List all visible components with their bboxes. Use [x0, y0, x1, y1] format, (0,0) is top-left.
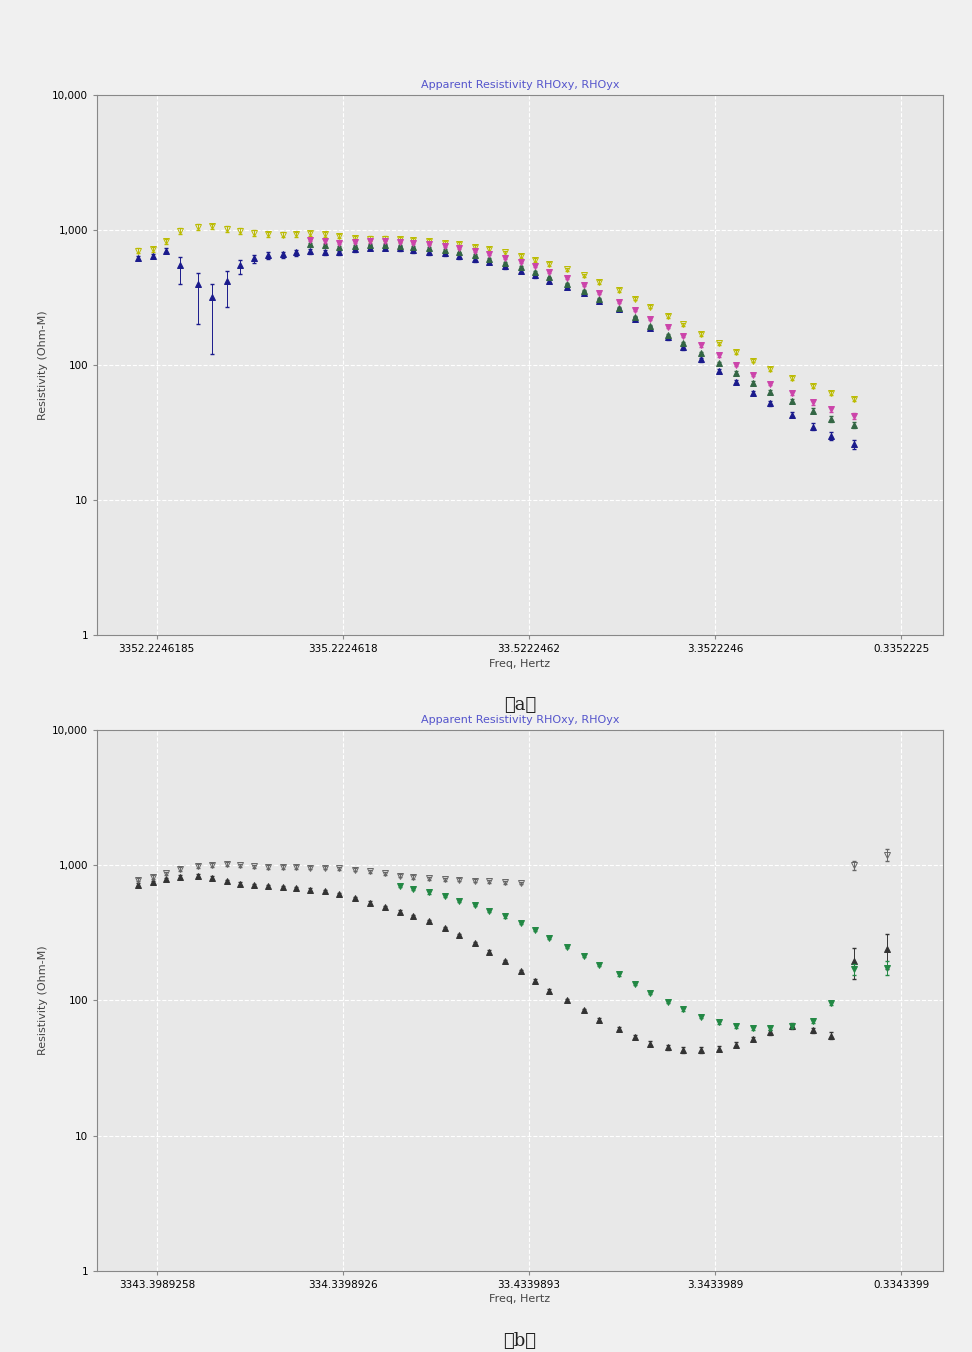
- Text: （a）: （a）: [503, 696, 537, 714]
- X-axis label: Freq, Hertz: Freq, Hertz: [490, 658, 550, 669]
- Title: Apparent Resistivity RHOxy, RHOyx: Apparent Resistivity RHOxy, RHOyx: [421, 715, 619, 725]
- Y-axis label: Resistivity (Ohm-M): Resistivity (Ohm-M): [38, 945, 48, 1056]
- Text: （b）: （b）: [503, 1332, 537, 1349]
- Y-axis label: Resistivity (Ohm-M): Resistivity (Ohm-M): [38, 310, 48, 420]
- Title: Apparent Resistivity RHOxy, RHOyx: Apparent Resistivity RHOxy, RHOyx: [421, 80, 619, 89]
- X-axis label: Freq, Hertz: Freq, Hertz: [490, 1294, 550, 1305]
